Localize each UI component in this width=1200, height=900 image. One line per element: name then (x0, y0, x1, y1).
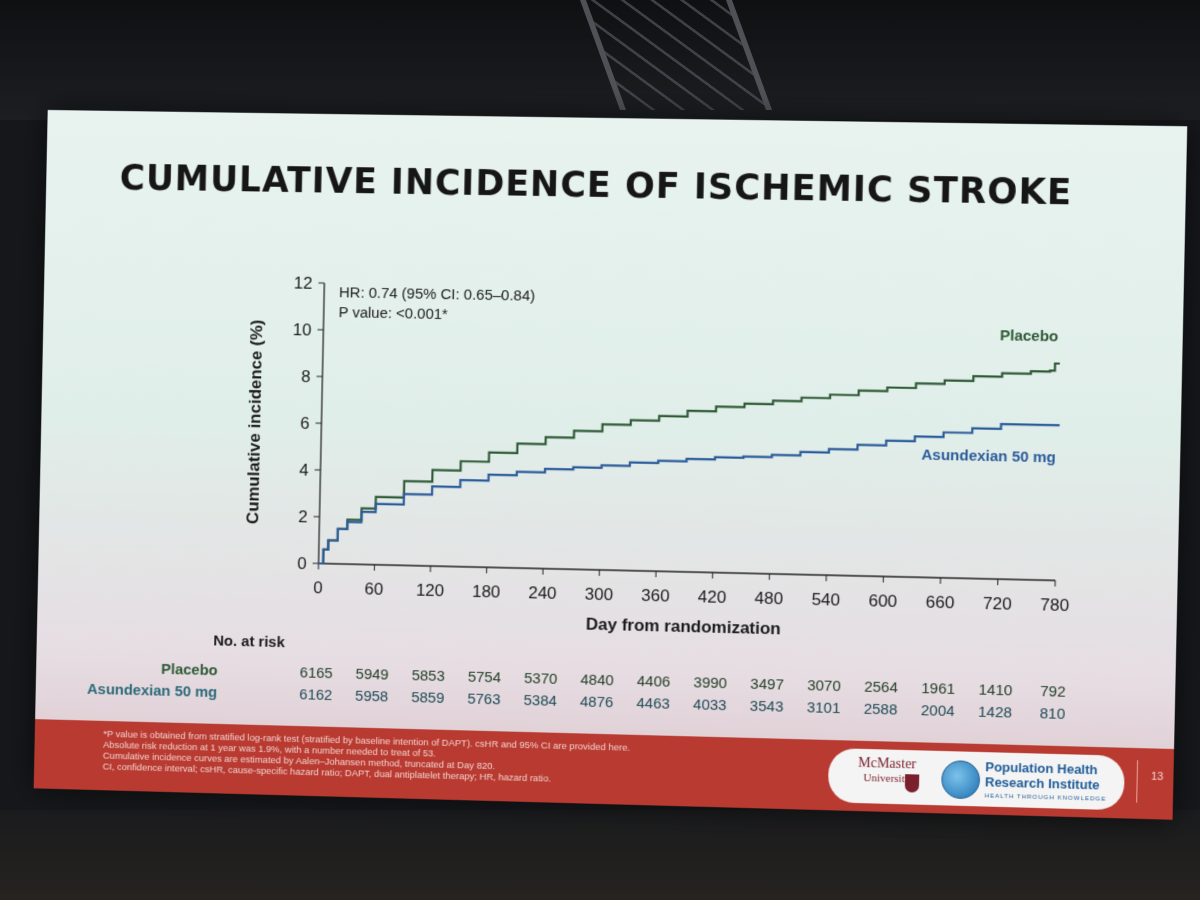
x-tick-label: 120 (416, 581, 445, 601)
x-tick-label: 720 (983, 594, 1012, 614)
stage-floor (0, 810, 1200, 900)
risk-value: 4033 (692, 696, 727, 715)
x-tick-label: 780 (1040, 595, 1069, 615)
series-line-placebo (319, 350, 1060, 581)
x-tick-label: 240 (528, 583, 557, 603)
x-tick-label: 300 (585, 584, 614, 604)
x-axis (319, 563, 1056, 580)
risk-value: 3101 (806, 699, 841, 718)
logo-panel: McMaster University Population Health Re… (827, 748, 1125, 811)
risk-value: 5370 (523, 670, 558, 688)
y-tick-label: 10 (293, 320, 312, 339)
risk-row-label: Placebo (160, 660, 218, 680)
risk-value: 4840 (580, 671, 614, 690)
x-tick-label: 480 (754, 588, 783, 608)
risk-value: 4463 (636, 694, 671, 713)
risk-value: 2004 (920, 702, 955, 721)
risk-value: 3543 (749, 697, 784, 716)
presentation-slide: CUMULATIVE INCIDENCE OF ISCHEMIC STROKE … (33, 109, 1188, 820)
y-tick-label: 0 (297, 554, 307, 573)
globe-icon (941, 760, 981, 800)
stats-annotation: HR: 0.74 (95% CI: 0.65–0.84) (339, 285, 535, 305)
y-tick-label: 6 (300, 414, 310, 433)
risk-row-label: Asundexian 50 mg (86, 680, 218, 702)
risk-table-title: No. at risk (213, 632, 285, 652)
y-tick-label: 12 (294, 273, 313, 292)
y-tick-label: 4 (299, 460, 309, 479)
risk-value: 5754 (467, 668, 502, 687)
y-axis-label: Cumulative incidence (%) (243, 320, 266, 525)
slide-title: CUMULATIVE INCIDENCE OF ISCHEMIC STROKE (119, 158, 1073, 214)
risk-value: 6165 (299, 664, 333, 683)
x-tick-label: 180 (472, 582, 501, 602)
risk-value: 1961 (921, 680, 956, 698)
risk-value: 3497 (750, 675, 785, 694)
y-tick-label: 2 (298, 507, 308, 526)
mcmaster-name: McMaster (857, 755, 917, 773)
x-tick-label: 600 (868, 591, 897, 611)
x-tick-label: 660 (925, 592, 954, 612)
risk-value: 1428 (977, 703, 1013, 722)
page-number: 13 (1150, 770, 1164, 784)
series-label: Asundexian 50 mg (921, 448, 1056, 467)
risk-value: 5958 (355, 687, 389, 706)
risk-value: 810 (1039, 705, 1066, 723)
x-tick-label: 0 (313, 578, 323, 597)
risk-value: 3070 (807, 677, 842, 696)
x-tick-label: 540 (811, 590, 840, 610)
x-axis-label: Day from randomization (586, 615, 781, 639)
x-tick-label: 360 (641, 586, 670, 606)
y-tick-label: 8 (301, 367, 311, 386)
risk-value: 5384 (523, 692, 558, 710)
risk-value: 5949 (355, 665, 389, 684)
mcmaster-crest-icon (904, 774, 920, 793)
risk-value: 2588 (863, 700, 898, 719)
risk-value: 6162 (299, 686, 333, 705)
risk-value: 4876 (579, 693, 614, 712)
phri-logo: Population Health Research Institute HEA… (984, 759, 1122, 808)
risk-value: 5763 (467, 690, 501, 709)
footer-divider (1136, 760, 1139, 803)
risk-value: 1410 (978, 681, 1013, 700)
risk-value: 3990 (693, 674, 728, 693)
x-tick-label: 420 (698, 587, 727, 607)
risk-value: 4406 (636, 672, 671, 691)
risk-value: 5859 (411, 689, 445, 707)
risk-value: 2564 (864, 678, 899, 697)
risk-value: 792 (1040, 682, 1066, 701)
footnotes: *P value is obtained from stratified log… (103, 729, 819, 792)
x-tick-label: 60 (364, 579, 383, 598)
stats-annotation: P value: <0.001* (338, 305, 448, 323)
series-label: Placebo (1000, 328, 1059, 345)
series-line-asundexian (319, 410, 1059, 580)
risk-value: 5853 (411, 667, 445, 686)
phri-tagline: HEALTH THROUGH KNOWLEDGE (984, 793, 1107, 803)
